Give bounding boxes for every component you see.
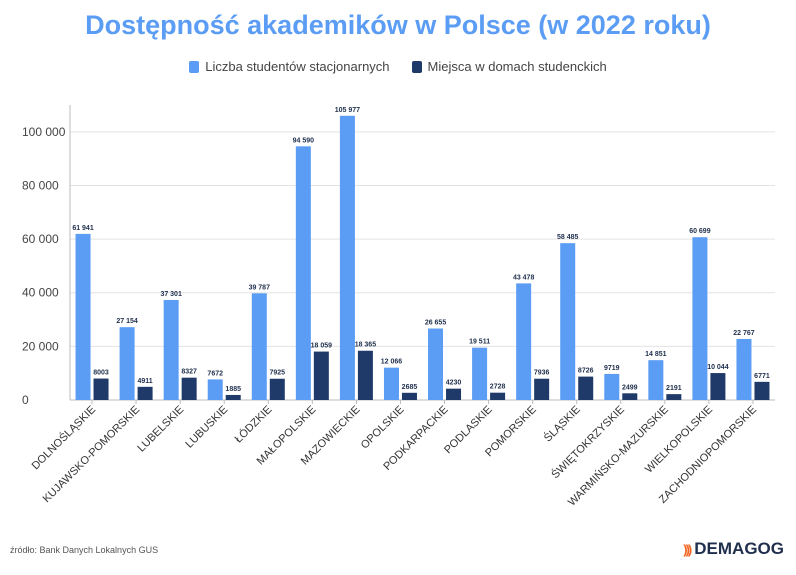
legend-label-students: Liczba studentów stacjonarnych (205, 59, 390, 74)
data-label: 18 365 (355, 342, 377, 349)
bar-students (75, 233, 91, 400)
data-label: 2191 (666, 385, 682, 392)
legend-swatch-dorms (411, 60, 422, 73)
bar-students (604, 373, 620, 400)
bar-students (339, 115, 355, 401)
legend-item-dorms[interactable]: Miejsca w domach studenckich (411, 59, 607, 74)
bar-dorms (313, 351, 329, 400)
data-label: 94 590 (293, 137, 315, 144)
bar-students (251, 293, 267, 400)
data-label: 2499 (622, 384, 638, 391)
bar-students (428, 328, 444, 400)
bar-dorms (622, 393, 638, 400)
bar-students (692, 237, 708, 400)
bar-dorms (490, 392, 506, 400)
legend-label-dorms: Miejsca w domach studenckich (427, 59, 607, 74)
y-tick-label: 100 000 (22, 125, 66, 139)
data-label: 7925 (269, 370, 285, 377)
bar-dorms (666, 394, 682, 400)
bar-dorms (754, 381, 770, 400)
bar-dorms (357, 350, 373, 400)
bar-dorms (181, 377, 197, 400)
data-label: 61 941 (72, 225, 94, 232)
data-label: 8327 (181, 369, 197, 376)
data-label: 39 787 (249, 284, 271, 291)
bar-dorms (710, 373, 726, 400)
bar-students (207, 379, 223, 400)
data-label: 8726 (578, 368, 594, 375)
data-label: 27 154 (116, 318, 138, 325)
x-tick-label: ŚLĄSKIE (541, 403, 583, 445)
x-tick-label: LUBELSKIE (135, 404, 186, 455)
bar-students (736, 338, 752, 400)
bar-dorms (534, 378, 550, 400)
data-label: 43 478 (513, 274, 535, 281)
bar-students (560, 243, 576, 400)
data-label: 60 699 (689, 228, 711, 235)
data-label: 4911 (138, 378, 153, 385)
bar-dorms (137, 386, 153, 400)
y-tick-label: 60 000 (22, 232, 59, 246)
x-tick-label: ŁÓDZKIE (232, 403, 274, 445)
bar-dorms (578, 376, 594, 400)
chart-title: Dostępność akademików w Polsce (w 2022 r… (85, 10, 711, 40)
data-label: 58 485 (557, 234, 579, 241)
x-tick-label: KUJAWSKO-POMORSKIE (41, 404, 143, 506)
data-label: 7936 (534, 370, 550, 377)
y-tick-label: 80 000 (22, 178, 59, 192)
data-label: 105 977 (335, 107, 360, 114)
bar-dorms (269, 378, 285, 400)
bar-dorms (225, 394, 241, 400)
bar-students (163, 299, 179, 400)
data-label: 14 851 (645, 351, 667, 358)
data-label: 22 767 (733, 330, 755, 337)
y-tick-label: 40 000 (22, 286, 59, 300)
data-label: 8003 (93, 370, 109, 377)
bar-students (295, 146, 311, 400)
data-label: 19 511 (469, 339, 490, 346)
brand-name: DEMAGOG (694, 539, 784, 558)
data-label: 37 301 (160, 291, 182, 298)
data-label: 2685 (402, 384, 418, 391)
bar-dorms (401, 392, 417, 400)
data-label: 10 044 (707, 364, 729, 371)
bar-dorms (446, 388, 462, 400)
bar-students (648, 360, 664, 400)
y-tick-label: 20 000 (22, 339, 59, 353)
data-label: 12 066 (381, 359, 403, 366)
data-label: 18 059 (311, 343, 333, 350)
data-label: 1885 (225, 386, 241, 393)
x-tick-label: OPOLSKIE (359, 404, 407, 452)
bar-students (383, 367, 399, 400)
data-label: 6771 (754, 373, 770, 380)
data-label: 7672 (207, 370, 223, 377)
legend-swatch-students (189, 60, 200, 73)
y-tick-label: 0 (22, 393, 29, 407)
brand-mark-icon: ))) (683, 541, 692, 557)
data-label: 26 655 (425, 320, 447, 327)
legend: Liczba studentów stacjonarnych Miejsca w… (0, 59, 796, 74)
brand-logo: ))) DEMAGOG (683, 539, 784, 559)
bar-students (516, 283, 532, 400)
bar-students (472, 347, 488, 400)
data-label: 4230 (446, 380, 462, 387)
data-label: 9719 (604, 365, 620, 372)
x-tick-label: LUBUSKIE (183, 404, 230, 451)
bar-dorms (93, 378, 109, 400)
source-note: źródło: Bank Danych Lokalnych GUS (10, 545, 159, 555)
x-tick-label: ŚWIĘTOKRZYSKIE (549, 403, 627, 481)
legend-item-students[interactable]: Liczba studentów stacjonarnych (189, 59, 390, 74)
bar-students (119, 327, 135, 400)
data-label: 2728 (490, 384, 506, 391)
